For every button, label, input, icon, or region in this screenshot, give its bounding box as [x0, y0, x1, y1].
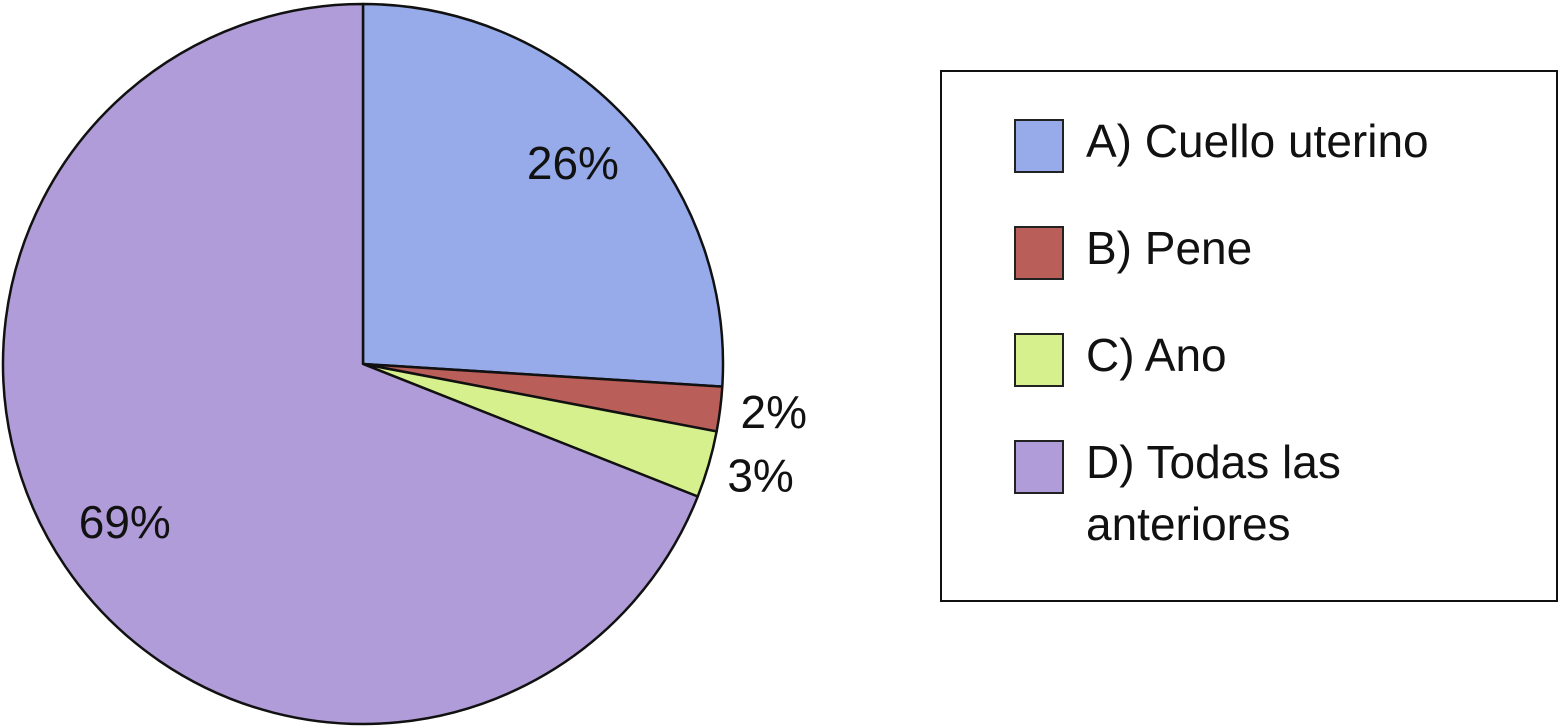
- legend-entry: A) Cuello uterino: [1014, 115, 1556, 173]
- data-label: 2%: [740, 386, 806, 438]
- legend-swatch: [1014, 226, 1064, 280]
- legend-label: C) Ano: [1086, 329, 1227, 381]
- legend-label: D) Todas las anteriores: [1086, 436, 1341, 550]
- data-label: 26%: [527, 137, 619, 189]
- pie-slice: [361, 2, 725, 388]
- legend-entry: D) Todas las anteriores: [1014, 436, 1556, 555]
- legend-entry: B) Pene: [1014, 222, 1556, 280]
- legend-label: B) Pene: [1086, 222, 1253, 274]
- legend-swatch: [1014, 440, 1064, 494]
- legend-swatch: [1014, 119, 1064, 173]
- legend-entry: C) Ano: [1014, 329, 1556, 387]
- data-label: 69%: [79, 496, 171, 548]
- legend: A) Cuello uterino B) Pene C) Ano D) Todas l…: [940, 70, 1558, 602]
- data-label: 3%: [727, 450, 793, 502]
- legend-swatch: [1014, 333, 1064, 387]
- legend-label: A) Cuello uterino: [1086, 115, 1429, 167]
- pie-slice: [1, 2, 699, 726]
